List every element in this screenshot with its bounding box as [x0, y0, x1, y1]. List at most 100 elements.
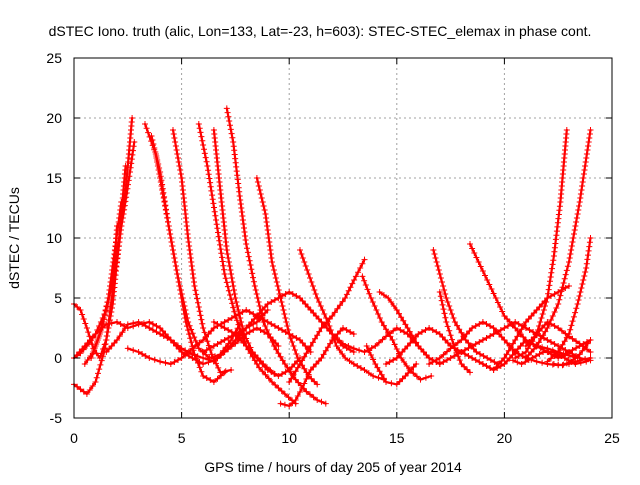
data-point	[155, 161, 162, 167]
data-point	[309, 283, 316, 289]
data-point	[436, 355, 443, 361]
data-point	[401, 359, 407, 365]
data-point	[380, 322, 387, 329]
data-point	[135, 319, 142, 325]
series-layer	[71, 105, 594, 409]
tick-layer: 0 5 10 15 20 25 -5 0 5 10 15 20 25	[46, 50, 620, 446]
data-point	[515, 353, 522, 359]
data-point	[185, 348, 192, 355]
data-point	[551, 323, 558, 329]
data-point	[165, 218, 171, 225]
data-point	[272, 382, 279, 388]
data-point	[311, 378, 318, 385]
data-point	[228, 367, 235, 373]
data-point	[569, 335, 576, 342]
data-point	[531, 346, 537, 352]
data-point	[275, 385, 282, 391]
data-point	[113, 251, 120, 257]
data-point	[558, 288, 565, 295]
data-point	[292, 397, 299, 403]
data-point	[189, 330, 196, 337]
data-point	[259, 368, 266, 375]
data-point	[545, 286, 552, 293]
data-point	[201, 329, 208, 336]
data-point	[145, 129, 152, 136]
data-point	[104, 333, 110, 339]
data-point	[254, 295, 261, 301]
data-point	[508, 321, 515, 327]
data-point	[227, 343, 233, 349]
data-point	[87, 337, 94, 343]
data-point	[267, 334, 274, 340]
data-point	[281, 311, 288, 317]
data-point	[526, 339, 533, 345]
data-point	[268, 321, 275, 327]
series-s25	[512, 349, 594, 369]
data-point	[302, 301, 309, 307]
data-point	[286, 379, 293, 385]
data-point	[484, 355, 491, 361]
data-point	[277, 400, 284, 407]
data-point	[549, 313, 556, 319]
data-point	[281, 361, 288, 367]
data-point	[129, 115, 136, 121]
data-point	[488, 286, 495, 292]
data-point	[402, 373, 409, 379]
data-point	[170, 251, 177, 257]
data-point	[533, 353, 539, 359]
data-point	[257, 191, 264, 197]
data-point	[214, 375, 221, 382]
data-point	[585, 143, 592, 149]
data-point	[303, 350, 310, 357]
data-point	[407, 334, 414, 340]
data-point	[476, 321, 483, 327]
data-point	[99, 324, 106, 331]
data-point	[479, 361, 486, 367]
data-point	[184, 323, 190, 330]
data-point	[575, 207, 582, 213]
data-point	[210, 343, 217, 349]
data-point	[85, 329, 92, 336]
data-point	[569, 239, 576, 245]
data-point	[227, 267, 234, 273]
data-point	[199, 137, 206, 144]
data-point	[316, 299, 322, 305]
data-point	[391, 341, 398, 348]
data-point	[210, 325, 217, 331]
series-line	[384, 326, 592, 372]
data-point	[519, 323, 526, 329]
data-point	[583, 155, 590, 161]
data-point	[200, 361, 207, 367]
data-point	[170, 247, 176, 253]
data-point	[322, 400, 329, 407]
data-point	[172, 143, 179, 149]
data-point	[279, 371, 285, 377]
data-point	[127, 164, 134, 171]
data-point	[469, 245, 476, 252]
data-point	[547, 274, 554, 280]
data-point	[418, 329, 425, 335]
data-point	[307, 367, 314, 373]
data-point	[463, 331, 470, 337]
data-point	[546, 282, 553, 289]
data-point	[213, 221, 220, 228]
data-point	[466, 328, 473, 334]
data-point	[216, 237, 223, 244]
data-point	[357, 365, 364, 371]
data-point	[197, 129, 204, 136]
data-point	[302, 263, 309, 269]
data-point	[368, 345, 375, 351]
data-point	[350, 361, 357, 367]
data-point	[91, 347, 98, 353]
data-point	[177, 167, 184, 173]
data-point	[518, 361, 525, 367]
data-point	[201, 150, 208, 157]
data-point	[329, 313, 336, 319]
data-point	[444, 340, 451, 346]
data-point	[99, 353, 106, 360]
data-point	[569, 318, 576, 325]
y-tick-label: 10	[46, 230, 62, 246]
data-point	[268, 369, 275, 375]
data-point	[376, 315, 383, 321]
data-point	[205, 167, 212, 174]
